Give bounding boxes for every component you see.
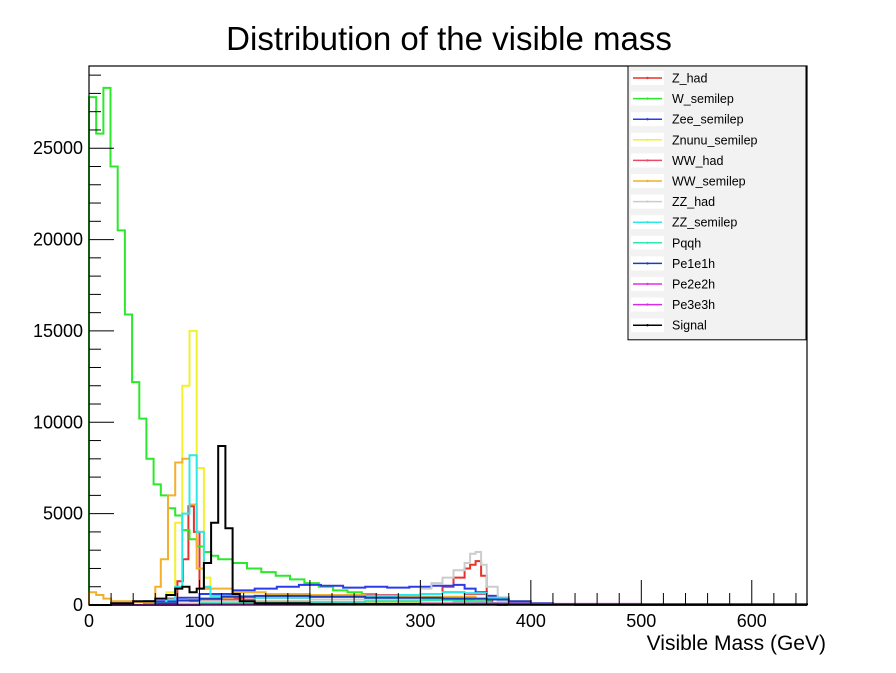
legend-entry: WW_semilep bbox=[672, 175, 746, 189]
legend-marker bbox=[646, 76, 649, 80]
legend-marker bbox=[646, 118, 649, 121]
x-tick-label: 600 bbox=[737, 611, 767, 631]
legend-marker bbox=[646, 200, 649, 203]
legend-marker bbox=[646, 262, 649, 265]
legend-entry: WW_had bbox=[672, 154, 723, 168]
x-tick-label: 500 bbox=[626, 611, 656, 631]
legend-marker bbox=[646, 159, 649, 162]
chart-title: Distribution of the visible mass bbox=[226, 20, 672, 57]
legend-entry: Zee_semilep bbox=[672, 113, 744, 127]
series-zz-semilep bbox=[89, 454, 807, 606]
legend-marker bbox=[646, 97, 649, 100]
y-tick-label: 15000 bbox=[33, 321, 83, 341]
y-tick-label: 20000 bbox=[33, 230, 83, 250]
legend-marker bbox=[646, 138, 649, 141]
legend-entry: Signal bbox=[672, 319, 707, 333]
legend-entry: Pe3e3h bbox=[672, 298, 715, 312]
x-tick-label: 200 bbox=[295, 611, 325, 631]
legend-entry: Pe2e2h bbox=[672, 278, 715, 292]
legend-entry: W_semilep bbox=[672, 92, 734, 106]
legend-marker bbox=[646, 303, 649, 306]
legend-marker bbox=[646, 324, 649, 327]
legend-entry: Pqqh bbox=[672, 236, 701, 250]
x-tick-label: 300 bbox=[405, 611, 435, 631]
y-tick-label: 25000 bbox=[33, 138, 83, 158]
series-zee-semilep bbox=[89, 583, 807, 606]
legend-marker bbox=[646, 221, 649, 224]
legend-marker bbox=[646, 241, 649, 244]
y-tick-label: 10000 bbox=[33, 412, 83, 432]
legend-entry: Znunu_semilep bbox=[672, 133, 758, 147]
plot-frame bbox=[88, 65, 808, 606]
legend-marker bbox=[646, 179, 649, 183]
x-axis-label: Visible Mass (GeV) bbox=[647, 632, 826, 655]
x-tick-label: 400 bbox=[516, 611, 546, 631]
y-tick-label: 5000 bbox=[43, 504, 83, 524]
legend-entry: ZZ_had bbox=[672, 195, 715, 209]
x-tick-label: 0 bbox=[84, 611, 94, 631]
legend-entry: Z_had bbox=[672, 72, 707, 86]
x-tick-label: 100 bbox=[184, 611, 214, 631]
axis-layer: 0 100 200 300 400 500 600 0 5000 10000 15000 20000 2… bbox=[33, 74, 797, 631]
y-tick-label: 0 bbox=[73, 595, 83, 615]
legend: Z_had W_semilep Zee_semilep Znunu_semilep WW… bbox=[627, 65, 807, 341]
legend-entry: Pe1e1h bbox=[672, 257, 715, 271]
legend-marker bbox=[646, 282, 649, 286]
legend-entry: ZZ_semilep bbox=[672, 216, 737, 230]
